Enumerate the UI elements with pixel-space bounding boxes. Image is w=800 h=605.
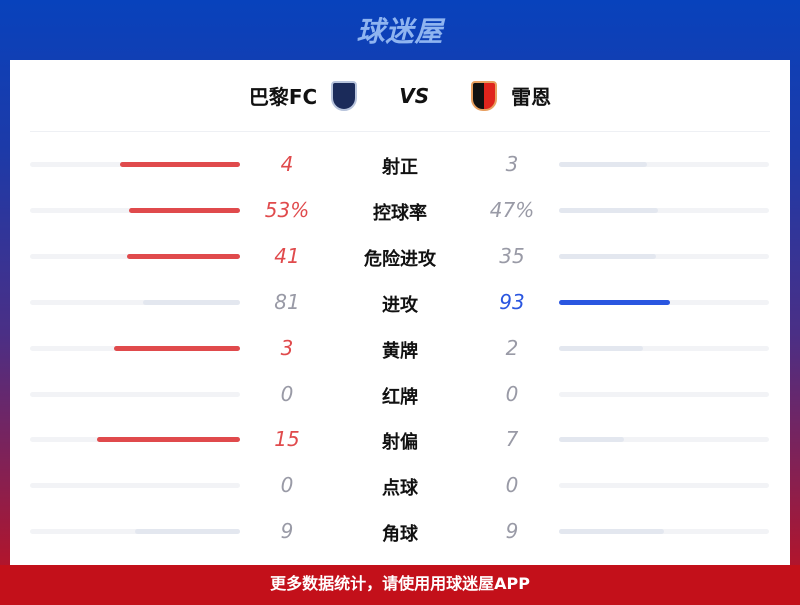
- home-bar-track: [30, 162, 240, 167]
- footer-app-promo[interactable]: 更多数据统计，请使用用球迷屋APP: [0, 565, 800, 605]
- away-bar-track: [559, 299, 769, 305]
- away-bar-track: [559, 162, 769, 167]
- stat-label: 射正: [382, 157, 418, 178]
- stat-row: 53% 控球率 47%: [10, 196, 790, 226]
- away-value: 7: [505, 427, 519, 452]
- away-team-name: 雷恩: [511, 85, 552, 109]
- stat-row: 9 角球 9: [10, 517, 790, 547]
- match-header: 巴黎FC VS 雷恩: [30, 60, 770, 132]
- away-bar-track: [559, 253, 769, 259]
- home-bar-fill: [120, 162, 240, 167]
- stat-row: 41 危险进攻 35: [10, 242, 790, 272]
- home-bar-track: [30, 483, 240, 489]
- away-value: 93: [499, 289, 525, 314]
- home-team-crest-icon: [331, 80, 358, 111]
- home-bar-fill: [97, 437, 240, 443]
- away-value: 2: [505, 335, 519, 360]
- stat-row: 15 射偏 7: [10, 425, 790, 455]
- home-bar-fill: [128, 207, 240, 213]
- home-value: 41: [274, 243, 300, 268]
- home-bar-track: [30, 437, 240, 443]
- home-bar-track: [30, 253, 240, 259]
- stat-label: 角球: [382, 524, 418, 546]
- away-value: 0: [505, 381, 519, 406]
- stat-row: 0 红牌 0: [10, 380, 790, 410]
- stat-row: 4 射正 3: [10, 150, 790, 180]
- home-value: 4: [280, 152, 294, 176]
- away-value: 3: [505, 152, 519, 176]
- away-bar-fill: [559, 529, 664, 535]
- home-bar-track: [30, 391, 240, 397]
- stats-card: 巴黎FC VS 雷恩 4 射正 3 53% 控球率 47% 41 危险进攻 35…: [10, 60, 790, 565]
- home-bar-fill: [143, 299, 240, 305]
- away-bar-fill: [559, 345, 643, 351]
- away-team-crest-icon: [471, 80, 498, 111]
- away-bar-track: [559, 483, 769, 489]
- stat-label: 射偏: [382, 432, 418, 454]
- home-value: 81: [274, 289, 300, 314]
- home-value: 0: [280, 381, 294, 406]
- home-value: 15: [274, 427, 300, 452]
- away-value: 0: [505, 473, 519, 498]
- away-bar-track: [559, 345, 769, 351]
- stat-row: 81 进攻 93: [10, 288, 790, 318]
- home-bar-track: [30, 207, 240, 213]
- away-bar-track: [559, 529, 769, 535]
- home-team-name: 巴黎FC: [248, 85, 318, 109]
- away-bar-fill: [559, 253, 656, 259]
- home-bar-fill: [114, 345, 240, 351]
- stat-label: 红牌: [382, 386, 418, 408]
- home-bar-track: [30, 345, 240, 351]
- away-bar-track: [559, 207, 769, 213]
- home-value: 3: [280, 335, 294, 360]
- home-bar-track: [30, 529, 240, 535]
- away-value: 9: [505, 519, 519, 544]
- stat-label: 黄牌: [382, 340, 418, 362]
- stat-label: 危险进攻: [364, 248, 436, 270]
- home-value: 53%: [264, 197, 310, 222]
- away-bar-track: [559, 437, 769, 443]
- home-bar-track: [30, 299, 240, 305]
- home-value: 0: [280, 473, 294, 498]
- away-value: 35: [499, 243, 525, 268]
- stat-label: 进攻: [382, 294, 418, 316]
- away-bar-fill: [559, 162, 648, 167]
- stat-row: 0 点球 0: [10, 471, 790, 501]
- away-value: 47%: [489, 197, 535, 222]
- away-bar-fill: [559, 207, 658, 213]
- home-bar-fill: [126, 253, 240, 259]
- home-value: 9: [280, 519, 294, 544]
- away-bar-fill: [559, 437, 625, 443]
- vs-label: VS: [399, 83, 430, 108]
- brand-logo: 球迷屋: [356, 15, 444, 48]
- away-bar-fill: [559, 299, 671, 305]
- away-bar-track: [559, 391, 769, 397]
- stat-label: 点球: [382, 478, 418, 500]
- home-bar-fill: [135, 529, 240, 535]
- stat-row: 3 黄牌 2: [10, 334, 790, 364]
- stat-label: 控球率: [373, 202, 427, 224]
